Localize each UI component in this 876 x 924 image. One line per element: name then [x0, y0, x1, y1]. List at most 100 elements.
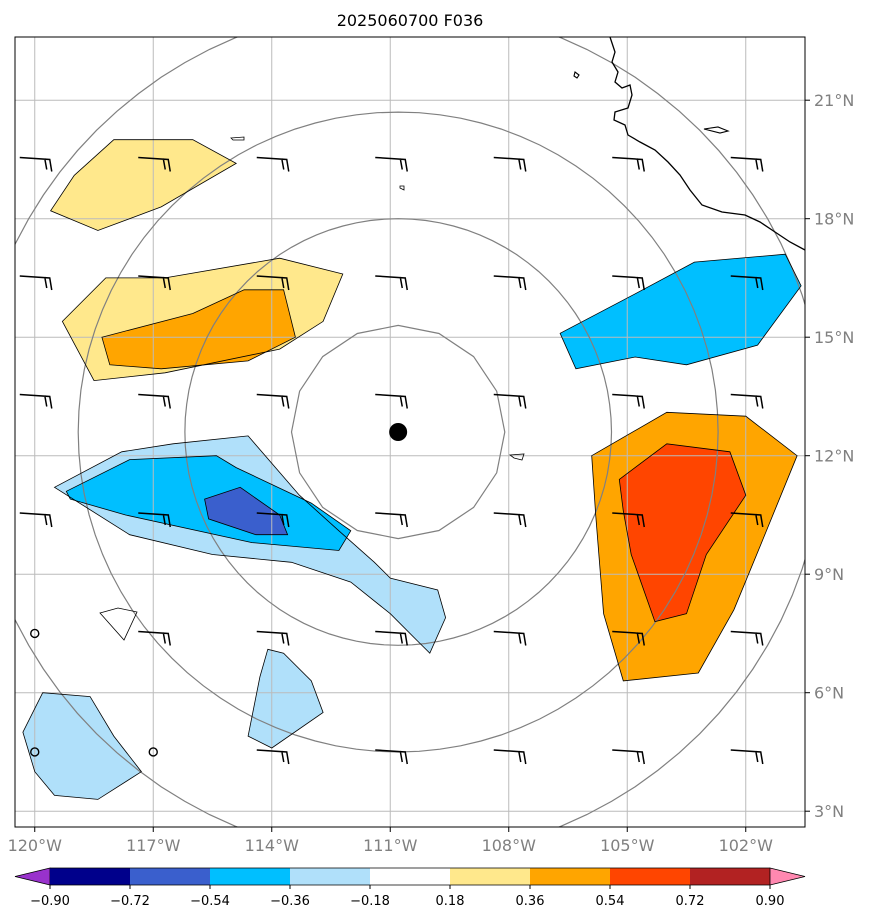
wind-barb: [612, 393, 645, 409]
wind-barb: [612, 630, 645, 646]
wind-barb: [730, 275, 764, 291]
wind-barb: [493, 156, 527, 172]
colorbar-bin: [290, 868, 370, 885]
y-tick-label: 15°N: [814, 328, 854, 347]
plot-frame: [14, 36, 806, 828]
colorbar-bin: [690, 868, 770, 885]
contour-line-negative-south-band: [65, 455, 352, 551]
colorbar-tick-label: 0.54: [596, 894, 625, 909]
colorbar-bin: [50, 868, 130, 885]
wind-barb: [19, 156, 53, 172]
range-ring: [290, 324, 506, 540]
wind-barb: [138, 393, 171, 409]
wind-barb: [730, 749, 764, 765]
contour-line-positive-east-core: [618, 443, 747, 623]
colorbar-bin: [610, 868, 690, 885]
colorbar-bin: [530, 868, 610, 885]
contour-line-negative-south-edge: [53, 435, 447, 654]
contour-line-misc-3: [508, 453, 525, 461]
coastline-path: [609, 37, 805, 251]
contour-line-negative-ne-band: [559, 253, 802, 370]
wind-barb-calm: [30, 747, 40, 757]
contour-line-misc-1: [399, 185, 405, 191]
wind-barb: [375, 156, 408, 172]
y-tick-label: 12°N: [814, 447, 854, 466]
wind-barb: [19, 275, 53, 291]
colorbar-extend-high: [769, 867, 806, 886]
wind-barb: [256, 275, 290, 291]
colorbar-border: [50, 867, 770, 886]
wind-barb: [138, 275, 171, 291]
contour-line-misc-4: [99, 607, 138, 641]
contour-fill-negative-ne-band: [560, 254, 802, 369]
colorbar-bin: [210, 868, 290, 885]
contour-line-positive-east-band: [591, 411, 798, 682]
y-axis-ticks: 3°N 6°N 9°N 12°N 15°N 18°N 21°N: [805, 91, 854, 821]
range-ring: [184, 218, 613, 646]
colorbar: −0.90 −0.72 −0.54 −0.36 −0.18 0.18 0.36 0.54 0.7…: [14, 867, 806, 909]
y-tick-label: 6°N: [814, 684, 844, 703]
y-tick-label: 21°N: [814, 91, 854, 110]
gridlines: [15, 37, 805, 827]
contour-fills: [22, 139, 802, 800]
colorbar-tick-label: 0.36: [516, 894, 545, 909]
wind-barb: [256, 749, 290, 765]
contour-line-negative-south-core: [204, 486, 289, 536]
wind-barb: [493, 512, 527, 528]
wind-barb: [493, 630, 527, 646]
wind-barb: [375, 275, 408, 291]
x-tick-label: 111°W: [363, 836, 418, 855]
x-tick-label: 114°W: [245, 836, 300, 855]
wind-barb: [493, 749, 527, 765]
range-rings: [15, 37, 805, 827]
storm-center-marker: [389, 423, 408, 441]
range-ring: [77, 111, 719, 753]
y-tick-label: 18°N: [814, 210, 854, 229]
colorbar-tick-label: −0.54: [190, 894, 230, 909]
wind-barb: [612, 512, 645, 528]
colorbar-tick-label: 0.90: [756, 894, 785, 909]
wind-barb-calm: [30, 628, 40, 639]
wind-barbs: [19, 156, 764, 765]
wind-barb-calm: [148, 747, 158, 757]
x-tick-label: 108°W: [482, 836, 537, 855]
x-tick-label: 117°W: [126, 836, 181, 855]
coastline-island-2: [703, 126, 730, 134]
x-axis-ticks: 120°W 117°W 114°W 111°W 108°W 105°W 102°W: [8, 827, 773, 855]
plot-area: [15, 37, 805, 827]
wind-barb: [612, 275, 645, 291]
wind-barb: [19, 393, 53, 409]
wind-barb: [612, 749, 645, 765]
colorbar-tick-label: 0.18: [436, 894, 465, 909]
colorbar-bin: [370, 868, 450, 885]
colorbar-tick-label: −0.36: [270, 894, 310, 909]
range-ring: [15, 37, 805, 827]
colorbar-extend-low: [14, 867, 51, 886]
wind-barb: [612, 156, 645, 172]
wind-barb: [375, 630, 408, 646]
colorbar-tick-label: −0.18: [350, 894, 390, 909]
wind-barb: [730, 156, 764, 172]
contour-line-positive-nw-core: [101, 289, 296, 370]
coastline-island-1: [573, 71, 580, 79]
wind-barb: [256, 630, 290, 646]
contour-fill-negative-south-core: [204, 487, 288, 535]
wind-barb: [375, 749, 408, 765]
contour-line-negative-sw-blob: [22, 692, 142, 800]
contour-fill-positive-nw-core: [101, 289, 296, 369]
wind-barb: [19, 512, 53, 528]
wind-barb: [138, 512, 171, 528]
contour-fill-negative-mid-blob: [248, 649, 324, 748]
wind-barb: [138, 630, 171, 646]
wind-barb: [493, 393, 527, 409]
contour-fill-positive-n-blob: [50, 139, 237, 231]
x-tick-label: 120°W: [8, 836, 63, 855]
wind-barb: [256, 393, 290, 409]
colorbar-bin: [450, 868, 530, 885]
wind-barb: [730, 512, 764, 528]
coastline: [573, 37, 805, 251]
contour-fill-positive-east-core: [619, 443, 746, 622]
contour-fill-negative-sw-blob: [22, 692, 142, 800]
wind-barb: [256, 512, 290, 528]
